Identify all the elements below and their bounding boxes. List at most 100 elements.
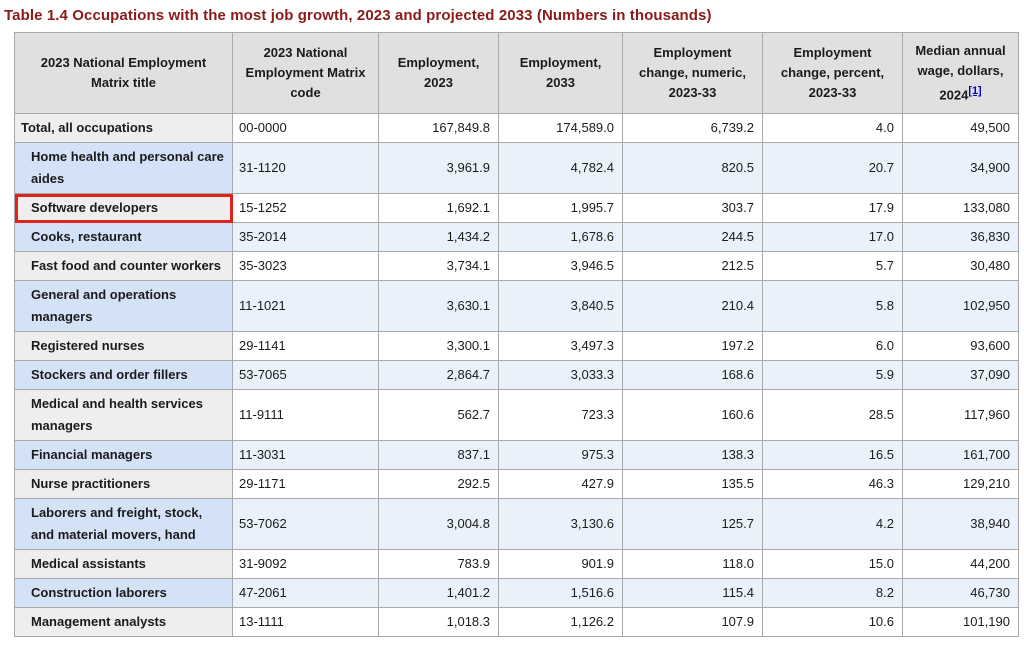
wage-footnote-link[interactable]: [1] (968, 85, 982, 97)
occupation-title-cell: Medical assistants (14, 549, 233, 580)
matrix-code-cell: 13-1111 (232, 607, 379, 638)
matrix-code-cell: 31-1120 (232, 142, 379, 195)
matrix-code-cell: 00-0000 (232, 113, 379, 144)
matrix-code-cell: 31-9092 (232, 549, 379, 580)
column-header: Employment change, percent, 2023-33 (762, 31, 903, 115)
employment-2033-cell: 427.9 (498, 469, 623, 500)
employment-2023-cell: 3,630.1 (378, 280, 499, 333)
change-numeric-cell: 168.6 (622, 360, 763, 391)
column-header: Median annual wage, dollars, 2024[1] (902, 31, 1019, 115)
employment-2023-cell: 167,849.8 (378, 113, 499, 144)
employment-2033-cell: 3,946.5 (498, 251, 623, 282)
median-wage-cell: 93,600 (902, 331, 1019, 362)
table-row: Medical assistants 31-9092 783.9 901.9 118.0… (14, 549, 1019, 580)
change-numeric-cell: 107.9 (622, 607, 763, 638)
change-numeric-cell: 138.3 (622, 440, 763, 471)
employment-2033-cell: 3,840.5 (498, 280, 623, 333)
occupation-title-cell: Total, all occupations (14, 113, 233, 144)
table-row: General and operations managers 11-1021 3,… (14, 280, 1019, 333)
change-numeric-cell: 115.4 (622, 578, 763, 609)
column-header: Employment, 2023 (378, 31, 499, 115)
employment-2023-cell: 3,734.1 (378, 251, 499, 282)
column-header: Employment change, numeric, 2023-33 (622, 31, 763, 115)
change-numeric-cell: 6,739.2 (622, 113, 763, 144)
employment-2033-cell: 3,033.3 (498, 360, 623, 391)
change-percent-cell: 10.6 (762, 607, 903, 638)
change-percent-cell: 20.7 (762, 142, 903, 195)
matrix-code-cell: 15-1252 (232, 193, 379, 224)
change-numeric-cell: 212.5 (622, 251, 763, 282)
footnote-superscript: [1] (968, 85, 981, 97)
employment-2033-cell: 174,589.0 (498, 113, 623, 144)
occupation-title-cell-highlighted: Software developers (14, 193, 233, 224)
employment-2023-cell: 3,300.1 (378, 331, 499, 362)
change-numeric-cell: 820.5 (622, 142, 763, 195)
employment-2033-cell: 975.3 (498, 440, 623, 471)
table-row: Fast food and counter workers 35-3023 3,73… (14, 251, 1019, 282)
matrix-code-cell: 53-7062 (232, 498, 379, 551)
matrix-code-cell: 53-7065 (232, 360, 379, 391)
employment-2033-cell: 1,995.7 (498, 193, 623, 224)
employment-2023-cell: 837.1 (378, 440, 499, 471)
occupation-title-cell: Nurse practitioners (14, 469, 233, 500)
median-wage-cell: 161,700 (902, 440, 1019, 471)
occupation-title-cell: Laborers and freight, stock, and materia… (14, 498, 233, 551)
table-row: Total, all occupations 00-0000 167,849.8 17… (14, 113, 1019, 144)
employment-2023-cell: 3,004.8 (378, 498, 499, 551)
change-numeric-cell: 118.0 (622, 549, 763, 580)
change-percent-cell: 4.2 (762, 498, 903, 551)
employment-2033-cell: 3,497.3 (498, 331, 623, 362)
column-header: 2023 National Employment Matrix code (232, 31, 379, 115)
matrix-code-cell: 11-3031 (232, 440, 379, 471)
page-title: Table 1.4 Occupations with the most job … (4, 7, 712, 24)
change-percent-cell: 8.2 (762, 578, 903, 609)
median-wage-cell: 133,080 (902, 193, 1019, 224)
occupation-title-cell: Management analysts (14, 607, 233, 638)
matrix-code-cell: 35-2014 (232, 222, 379, 253)
table-body: Total, all occupations 00-0000 167,849.8 17… (14, 113, 1019, 638)
employment-2033-cell: 4,782.4 (498, 142, 623, 195)
median-wage-cell: 101,190 (902, 607, 1019, 638)
change-numeric-cell: 244.5 (622, 222, 763, 253)
matrix-code-cell: 29-1141 (232, 331, 379, 362)
change-percent-cell: 16.5 (762, 440, 903, 471)
occupation-title-cell: Financial managers (14, 440, 233, 471)
change-percent-cell: 5.8 (762, 280, 903, 333)
median-wage-cell: 117,960 (902, 389, 1019, 442)
table-row: Laborers and freight, stock, and materia… (14, 498, 1019, 551)
table-header-row: 2023 National Employment Matrix title 202… (14, 31, 1019, 115)
employment-growth-table: 2023 National Employment Matrix title 202… (14, 31, 1019, 638)
employment-2033-cell: 3,130.6 (498, 498, 623, 551)
median-wage-cell: 49,500 (902, 113, 1019, 144)
change-percent-cell: 6.0 (762, 331, 903, 362)
occupation-title-cell: General and operations managers (14, 280, 233, 333)
median-wage-cell: 37,090 (902, 360, 1019, 391)
column-header: Employment, 2033 (498, 31, 623, 115)
median-wage-cell: 38,940 (902, 498, 1019, 551)
occupation-title-cell: Construction laborers (14, 578, 233, 609)
median-wage-cell: 36,830 (902, 222, 1019, 253)
table-row: Medical and health services managers 11-9… (14, 389, 1019, 442)
occupation-title-cell: Registered nurses (14, 331, 233, 362)
median-wage-cell: 44,200 (902, 549, 1019, 580)
median-wage-cell: 102,950 (902, 280, 1019, 333)
occupation-title-cell: Home health and personal care aides (14, 142, 233, 195)
employment-2023-cell: 292.5 (378, 469, 499, 500)
table-header: 2023 National Employment Matrix title 202… (14, 31, 1019, 115)
change-percent-cell: 17.0 (762, 222, 903, 253)
table-row: Financial managers 11-3031 837.1 975.3 138.3… (14, 440, 1019, 471)
change-numeric-cell: 197.2 (622, 331, 763, 362)
change-numeric-cell: 303.7 (622, 193, 763, 224)
occupation-title-cell: Medical and health services managers (14, 389, 233, 442)
change-numeric-cell: 160.6 (622, 389, 763, 442)
change-percent-cell: 17.9 (762, 193, 903, 224)
median-wage-cell: 129,210 (902, 469, 1019, 500)
median-wage-cell: 46,730 (902, 578, 1019, 609)
table-row: Registered nurses 29-1141 3,300.1 3,497.3 19… (14, 331, 1019, 362)
employment-2023-cell: 1,434.2 (378, 222, 499, 253)
occupation-title-cell: Cooks, restaurant (14, 222, 233, 253)
employment-2023-cell: 562.7 (378, 389, 499, 442)
change-percent-cell: 15.0 (762, 549, 903, 580)
occupation-title-cell: Fast food and counter workers (14, 251, 233, 282)
employment-2023-cell: 1,692.1 (378, 193, 499, 224)
